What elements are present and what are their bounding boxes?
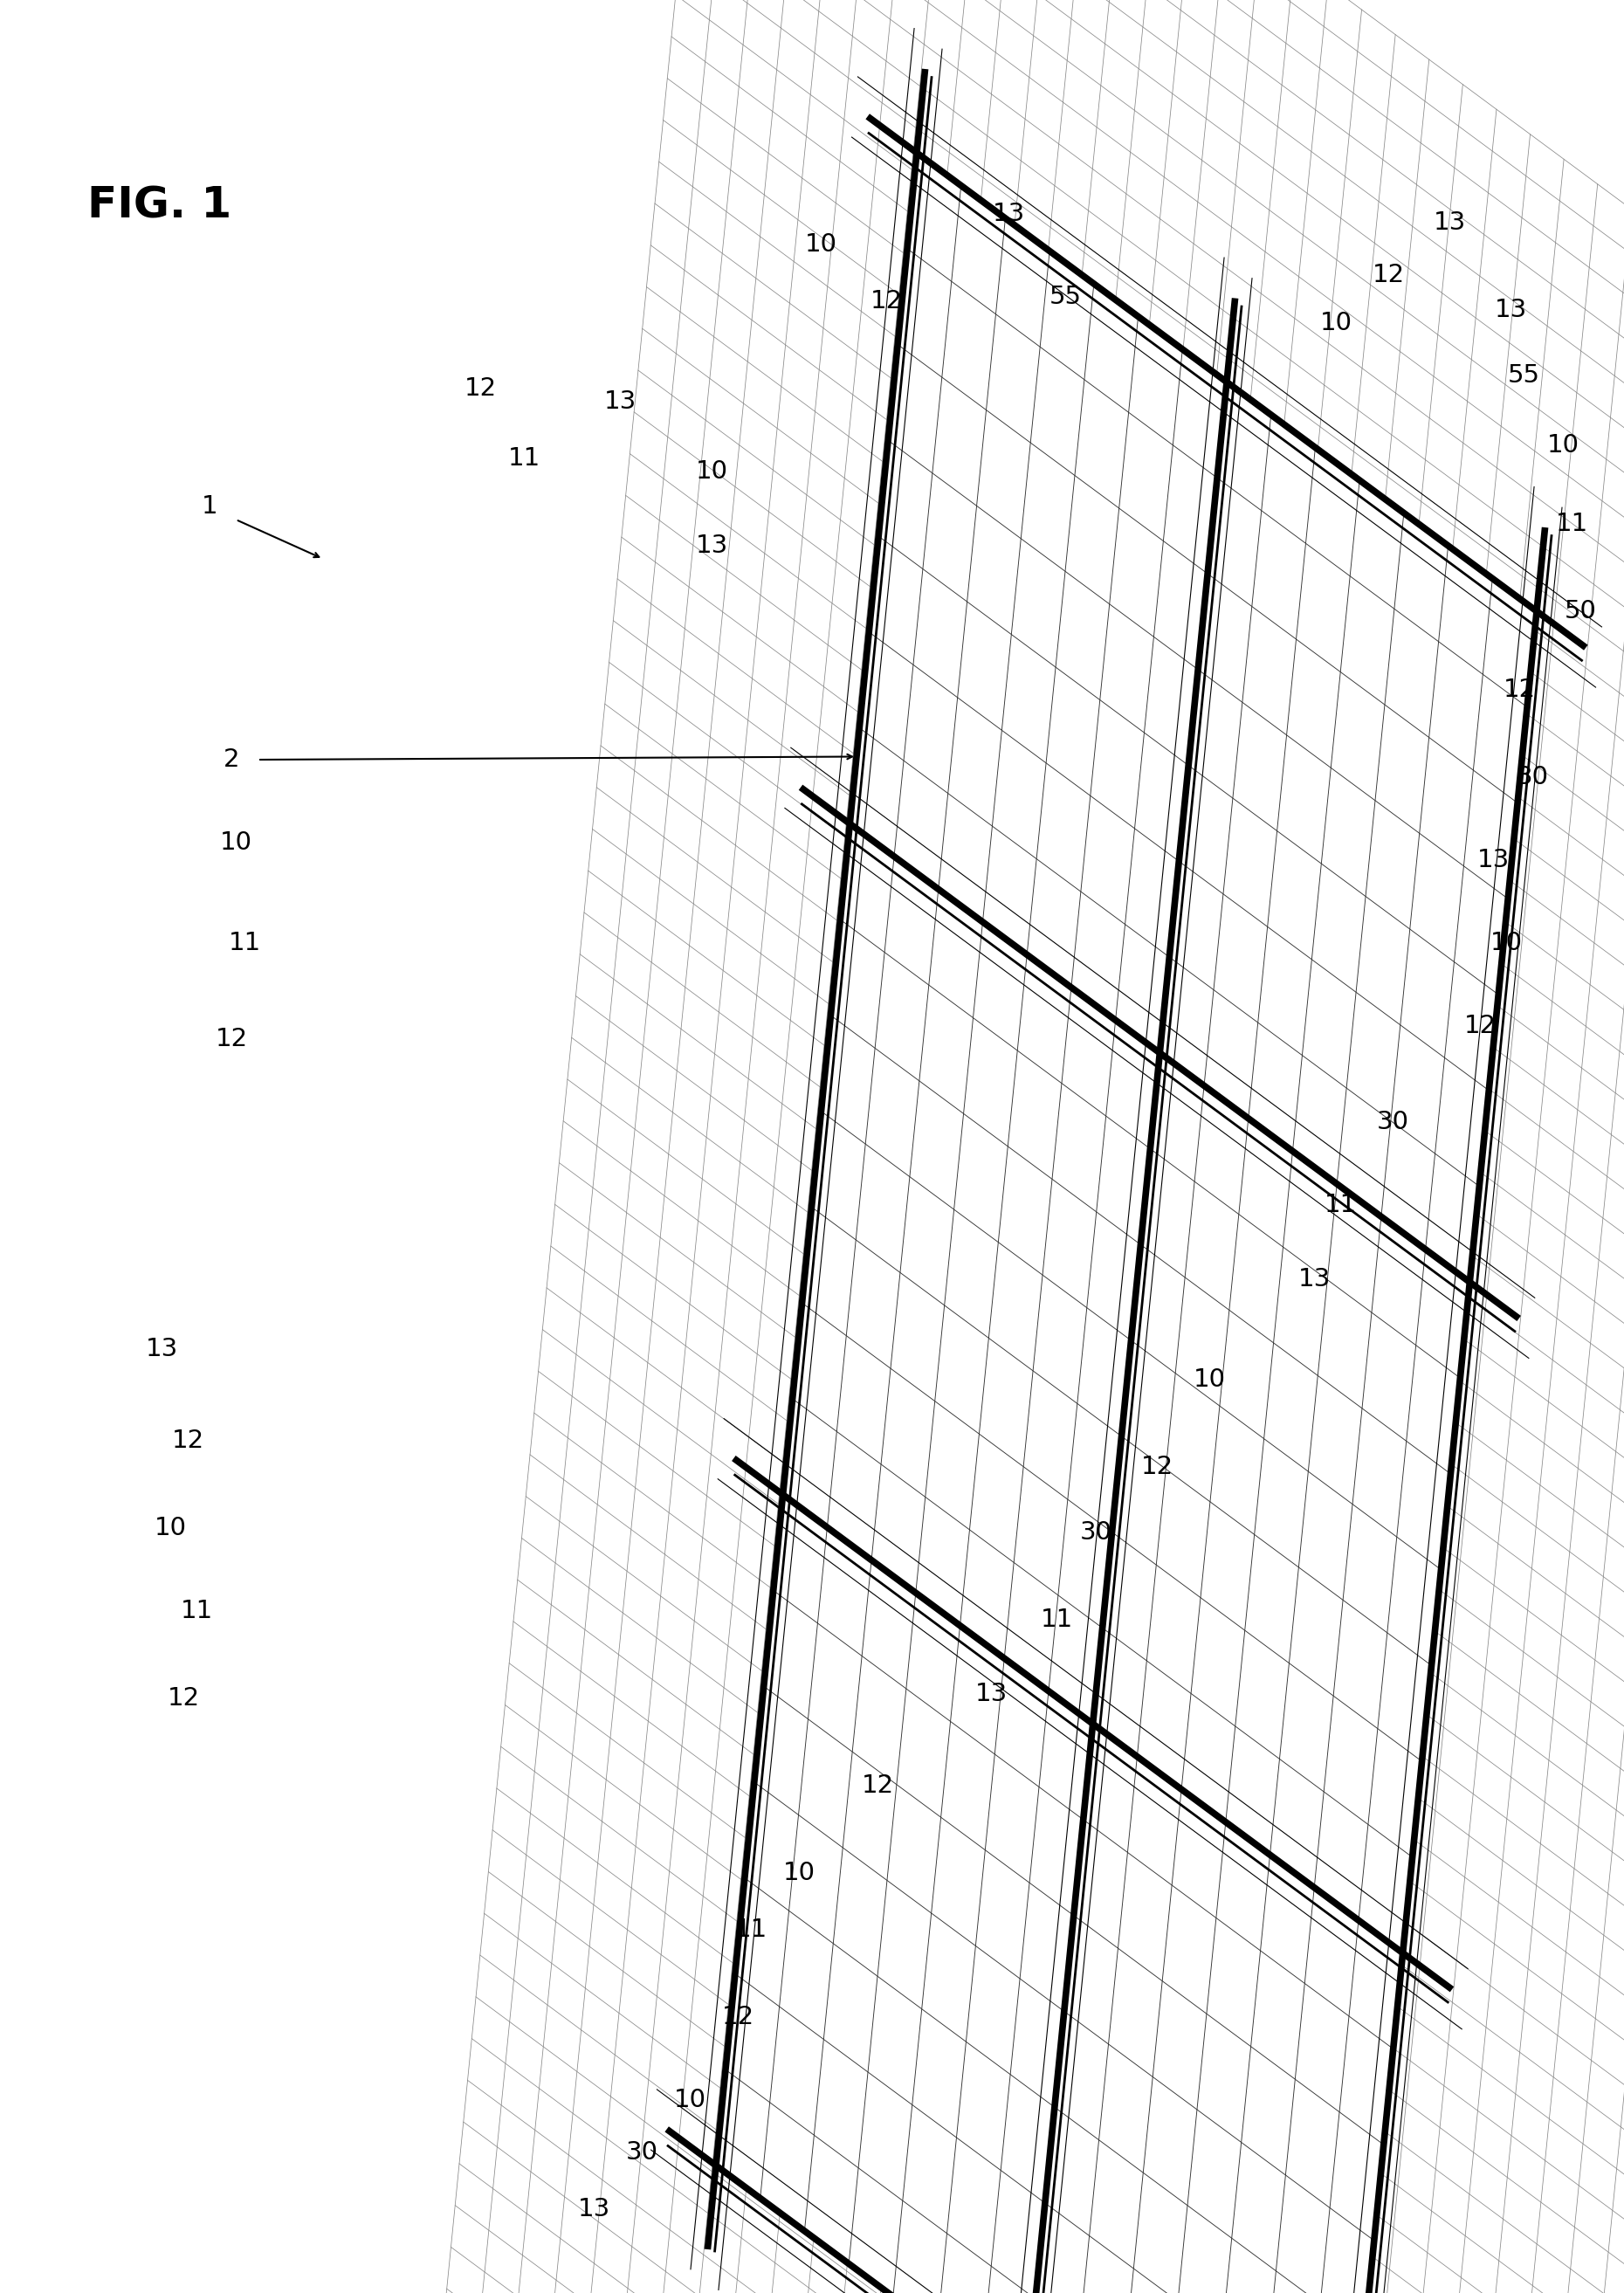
Text: 11: 11 xyxy=(180,1598,213,1623)
Polygon shape xyxy=(1160,383,1536,1282)
Text: 13: 13 xyxy=(1494,298,1527,323)
Text: 12: 12 xyxy=(167,1685,200,1711)
Text: 30: 30 xyxy=(1377,1110,1408,1135)
Text: 55: 55 xyxy=(1049,284,1082,310)
Text: 10: 10 xyxy=(219,830,252,855)
Text: 13: 13 xyxy=(992,202,1025,227)
Text: 11: 11 xyxy=(229,931,261,956)
Text: 13: 13 xyxy=(578,2197,611,2222)
Polygon shape xyxy=(849,154,1226,1052)
Text: 10: 10 xyxy=(1546,433,1579,459)
Text: 30: 30 xyxy=(1517,766,1548,789)
Text: 12: 12 xyxy=(721,2004,754,2029)
Polygon shape xyxy=(1026,1724,1403,2293)
Text: 12: 12 xyxy=(1372,264,1405,287)
Text: 13: 13 xyxy=(974,1681,1007,1706)
Text: 10: 10 xyxy=(674,2089,706,2112)
Text: 11: 11 xyxy=(734,1917,767,1942)
Text: 30: 30 xyxy=(625,2139,658,2165)
Text: 11: 11 xyxy=(508,447,541,470)
Text: 10: 10 xyxy=(695,459,728,484)
Text: 10: 10 xyxy=(804,232,836,257)
Polygon shape xyxy=(1093,1052,1470,1954)
Text: 10: 10 xyxy=(783,1862,815,1885)
Text: 10: 10 xyxy=(1489,931,1522,956)
Text: 12: 12 xyxy=(861,1772,893,1798)
Text: 55: 55 xyxy=(1507,362,1540,388)
Text: 13: 13 xyxy=(695,534,728,557)
Text: 13: 13 xyxy=(604,390,637,415)
Text: 12: 12 xyxy=(214,1027,247,1050)
Text: 12: 12 xyxy=(172,1429,205,1454)
Text: 12: 12 xyxy=(870,289,903,314)
Polygon shape xyxy=(716,1495,1093,2293)
Text: 1: 1 xyxy=(201,495,218,518)
Polygon shape xyxy=(783,823,1160,1724)
Text: 10: 10 xyxy=(1320,312,1353,335)
Text: 12: 12 xyxy=(464,376,497,401)
Text: 13: 13 xyxy=(1476,848,1509,871)
Text: 13: 13 xyxy=(145,1337,177,1362)
Text: 50: 50 xyxy=(1564,598,1596,624)
Text: 10: 10 xyxy=(154,1516,187,1541)
Text: FIG. 1: FIG. 1 xyxy=(88,183,232,227)
Text: 13: 13 xyxy=(1298,1268,1330,1291)
Text: 12: 12 xyxy=(1504,679,1535,702)
Text: 13: 13 xyxy=(1432,211,1465,234)
Text: 12: 12 xyxy=(1463,1014,1496,1039)
Text: 11: 11 xyxy=(1324,1192,1356,1218)
Text: 11: 11 xyxy=(1041,1607,1073,1633)
Text: 11: 11 xyxy=(1556,511,1588,537)
Text: 12: 12 xyxy=(1140,1454,1173,1479)
Text: 10: 10 xyxy=(1194,1367,1226,1392)
Text: 2: 2 xyxy=(224,748,239,773)
Text: 30: 30 xyxy=(1080,1520,1112,1545)
